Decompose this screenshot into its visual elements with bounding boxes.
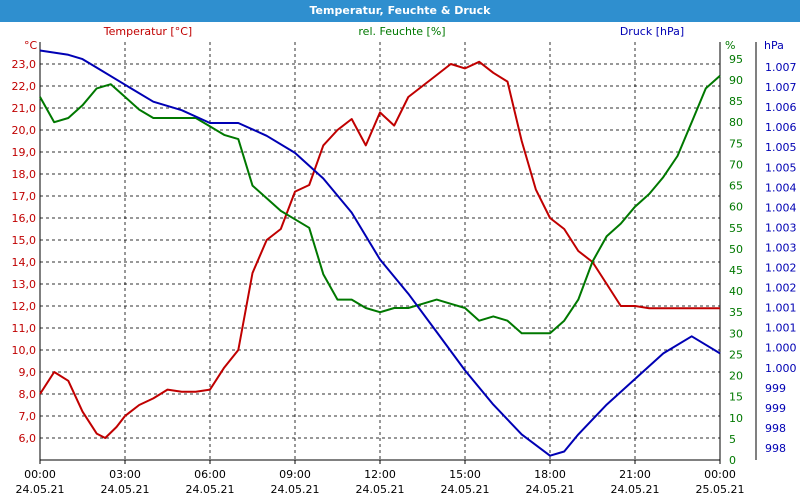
pressure-tick: 1.002 bbox=[765, 262, 797, 275]
temperature-tick: 14,0 bbox=[12, 256, 37, 269]
pressure-tick: 998 bbox=[765, 442, 786, 455]
pressure-axis: hPa 998 998 999 999 1.000 1.000 1.001 1.001 1.00… bbox=[764, 39, 797, 455]
grid bbox=[39, 42, 721, 464]
humidity-tick: 35 bbox=[729, 306, 743, 319]
legend-pressure: Druck [hPa] bbox=[620, 25, 684, 38]
legend-humidity: rel. Feuchte [%] bbox=[358, 25, 445, 38]
humidity-tick: 60 bbox=[729, 201, 743, 214]
temperature-tick: 11,0 bbox=[12, 322, 37, 335]
x-tick-date: 24.05.21 bbox=[271, 483, 320, 496]
x-tick-time: 00:00 bbox=[704, 468, 736, 481]
humidity-tick: 95 bbox=[729, 53, 743, 66]
x-tick-date: 25.05.21 bbox=[696, 483, 745, 496]
humidity-tick: 55 bbox=[729, 222, 743, 235]
humidity-tick: 10 bbox=[729, 412, 743, 425]
pressure-tick: 1.004 bbox=[765, 181, 797, 194]
pressure-tick: 1.004 bbox=[765, 201, 797, 214]
humidity-tick: 75 bbox=[729, 137, 743, 150]
pressure-tick: 1.007 bbox=[765, 61, 797, 74]
temperature-tick: 10,0 bbox=[12, 344, 37, 357]
pressure-tick: 999 bbox=[765, 402, 786, 415]
temperature-unit: °C bbox=[24, 39, 38, 52]
pressure-tick: 1.002 bbox=[765, 282, 797, 295]
x-tick-time: 03:00 bbox=[109, 468, 141, 481]
humidity-tick: 0 bbox=[729, 454, 736, 467]
humidity-tick: 30 bbox=[729, 327, 743, 340]
window-title: Temperatur, Feuchte & Druck bbox=[0, 0, 800, 22]
x-tick-time: 06:00 bbox=[194, 468, 226, 481]
pressure-tick: 1.007 bbox=[765, 81, 797, 94]
x-tick-date: 24.05.21 bbox=[186, 483, 235, 496]
pressure-tick: 1.005 bbox=[765, 161, 797, 174]
pressure-line bbox=[39, 49, 721, 457]
temperature-tick: 20,0 bbox=[12, 124, 37, 137]
humidity-tick: 45 bbox=[729, 264, 743, 277]
temperature-tick: 23,0 bbox=[12, 58, 37, 71]
x-tick-time: 00:00 bbox=[24, 468, 56, 481]
x-tick-date: 24.05.21 bbox=[16, 483, 65, 496]
pressure-tick: 1.001 bbox=[765, 322, 797, 335]
x-tick-date: 24.05.21 bbox=[526, 483, 575, 496]
x-tick-time: 12:00 bbox=[364, 468, 396, 481]
temperature-tick: 21,0 bbox=[12, 102, 37, 115]
pressure-tick: 1.001 bbox=[765, 302, 797, 315]
temperature-tick: 13,0 bbox=[12, 278, 37, 291]
pressure-tick: 998 bbox=[765, 422, 786, 435]
humidity-tick: 20 bbox=[729, 370, 743, 383]
x-axis: 00:00 24.05.21 03:00 24.05.21 06:00 24.05.21 0… bbox=[16, 468, 745, 496]
pressure-tick: 1.005 bbox=[765, 141, 797, 154]
series-lines bbox=[39, 49, 721, 457]
temperature-tick: 6,0 bbox=[19, 432, 37, 445]
humidity-tick: 70 bbox=[729, 158, 743, 171]
pressure-tick: 1.000 bbox=[765, 342, 797, 355]
humidity-unit: % bbox=[725, 39, 735, 52]
x-tick-time: 21:00 bbox=[619, 468, 651, 481]
temperature-line bbox=[39, 60, 720, 439]
legend: Temperatur [°C] rel. Feuchte [%] Druck [… bbox=[103, 25, 684, 38]
temperature-tick: 17,0 bbox=[12, 190, 37, 203]
humidity-tick: 15 bbox=[729, 391, 743, 404]
temperature-tick: 16,0 bbox=[12, 212, 37, 225]
pressure-tick: 1.003 bbox=[765, 241, 797, 254]
temperature-tick: 8,0 bbox=[19, 388, 37, 401]
humidity-tick: 80 bbox=[729, 116, 743, 129]
temperature-tick: 9,0 bbox=[19, 366, 37, 379]
temperature-tick: 22,0 bbox=[12, 80, 37, 93]
temperature-tick: 12,0 bbox=[12, 300, 37, 313]
x-tick-time: 18:00 bbox=[534, 468, 566, 481]
x-tick-time: 09:00 bbox=[279, 468, 311, 481]
x-tick-date: 24.05.21 bbox=[611, 483, 660, 496]
humidity-tick: 65 bbox=[729, 180, 743, 193]
plot-frame bbox=[39, 42, 757, 461]
pressure-tick: 1.006 bbox=[765, 101, 797, 114]
humidity-tick: 50 bbox=[729, 243, 743, 256]
humidity-tick: 5 bbox=[729, 433, 736, 446]
temperature-axis: °C 6,0 7,0 8,0 9,0 10,0 11,0 12,0 13,0 14,0 15,0 1… bbox=[12, 39, 38, 445]
humidity-tick: 90 bbox=[729, 74, 743, 87]
humidity-tick: 85 bbox=[729, 95, 743, 108]
pressure-tick: 1.003 bbox=[765, 221, 797, 234]
chart-canvas: °C 6,0 7,0 8,0 9,0 10,0 11,0 12,0 13,0 14,0 15,0 1… bbox=[12, 25, 797, 496]
humidity-axis: % 0 5 10 15 20 25 30 35 40 45 50 55 60 65 70 75 80 85 90 95 bbox=[725, 39, 743, 467]
x-tick-date: 24.05.21 bbox=[356, 483, 405, 496]
temperature-tick: 15,0 bbox=[12, 234, 37, 247]
x-tick-time: 15:00 bbox=[449, 468, 481, 481]
x-tick-date: 24.05.21 bbox=[441, 483, 490, 496]
pressure-tick: 999 bbox=[765, 382, 786, 395]
pressure-tick: 1.000 bbox=[765, 362, 797, 375]
temperature-tick: 19,0 bbox=[12, 146, 37, 159]
humidity-tick: 25 bbox=[729, 348, 743, 361]
pressure-unit: hPa bbox=[764, 39, 784, 52]
pressure-tick: 1.006 bbox=[765, 121, 797, 134]
humidity-tick: 40 bbox=[729, 285, 743, 298]
temperature-tick: 18,0 bbox=[12, 168, 37, 181]
humidity-line bbox=[39, 75, 721, 335]
x-tick-date: 24.05.21 bbox=[101, 483, 150, 496]
temperature-tick: 7,0 bbox=[19, 410, 37, 423]
legend-temperature: Temperatur [°C] bbox=[103, 25, 192, 38]
